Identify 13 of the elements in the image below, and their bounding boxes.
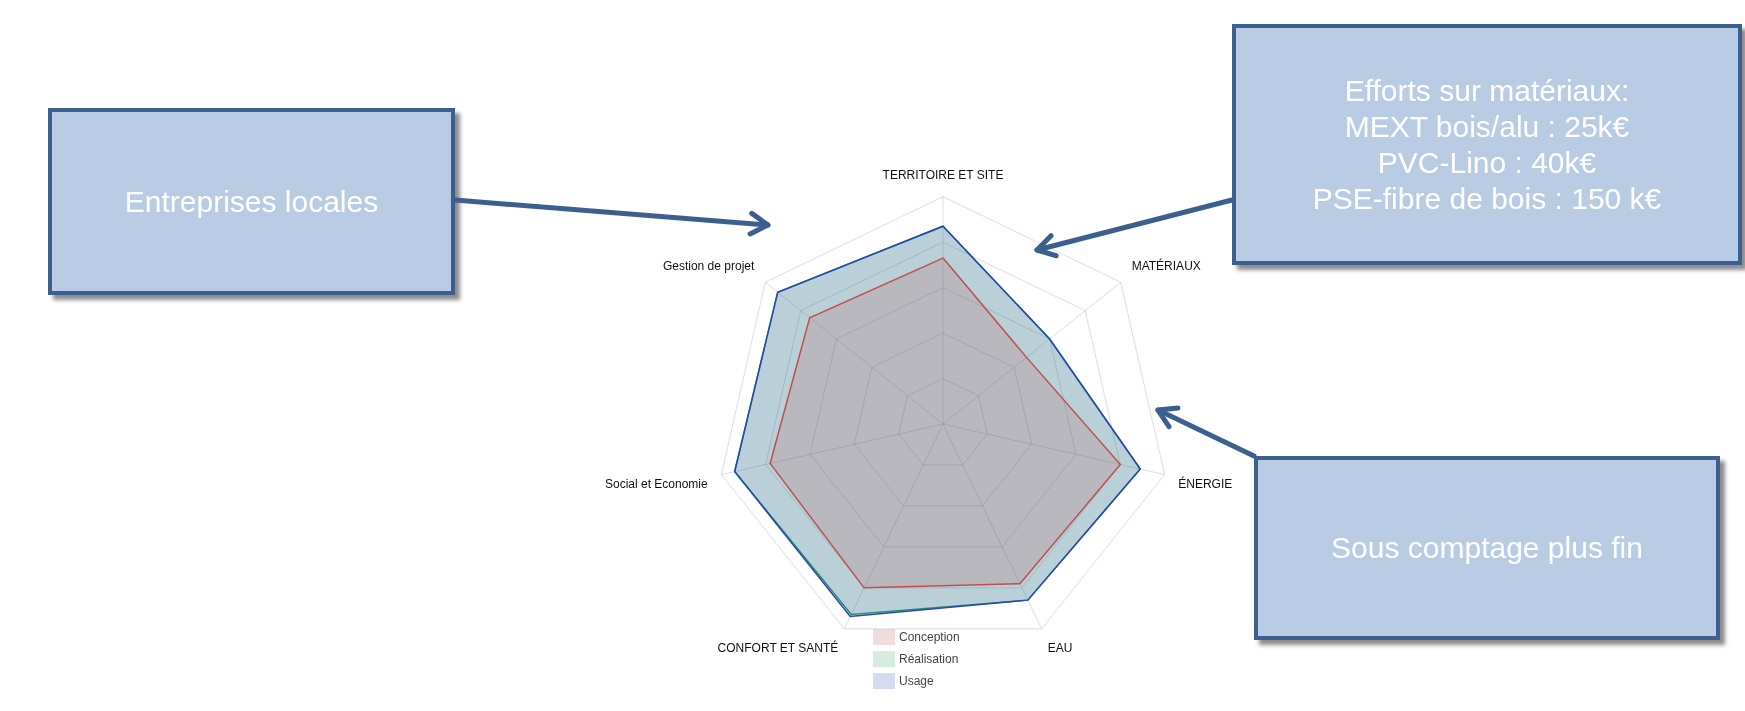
- spoke-label: TERRITOIRE ET SITE: [882, 167, 1004, 182]
- text: Entreprises locales: [48, 108, 455, 295]
- legend-label: Réalisation: [899, 652, 959, 666]
- spoke-label: Social et Economie: [604, 477, 709, 492]
- legend-label: Conception: [899, 630, 960, 644]
- spoke-label: EAU: [1047, 640, 1073, 655]
- text: Efforts sur matériaux: MEXT bois/alu : 25k€ PVC-Lino : 40k€ PSE-fibre de bois : 150 k€: [1232, 24, 1742, 265]
- spoke-label: MATÉRIAUX: [1131, 257, 1201, 273]
- legend-label: Usage: [899, 674, 934, 688]
- spoke-label: CONFORT ET SANTÉ: [717, 639, 839, 655]
- text: Sous comptage plus fin: [1254, 456, 1720, 640]
- spoke-label: Gestion de projet: [662, 258, 755, 273]
- spoke-label: ÉNERGIE: [1178, 476, 1233, 492]
